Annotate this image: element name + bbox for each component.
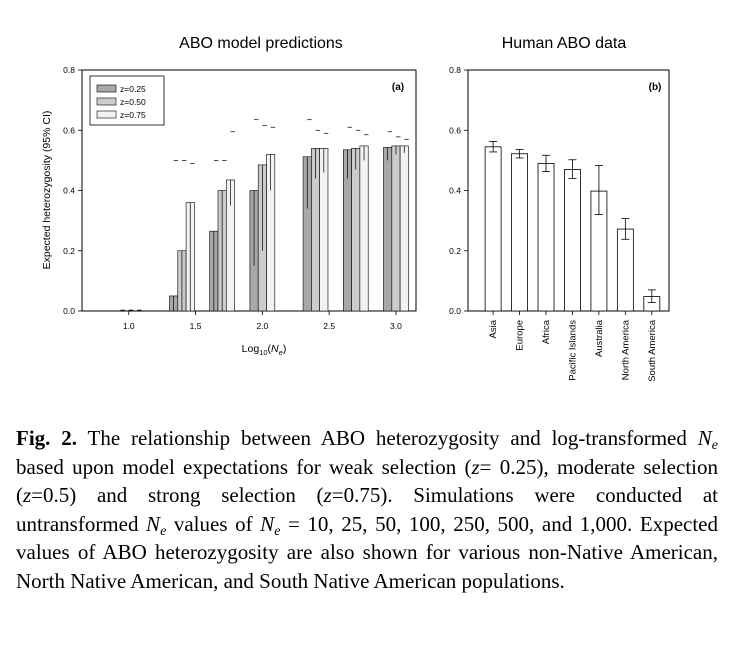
bar-north-america xyxy=(616,228,634,312)
panel-a-y-tick-label: 0.4 xyxy=(63,186,75,196)
x-label-n: N xyxy=(271,343,279,355)
panel-b-chart: Human ABO data (b) 0.0 0.2 0.4 0.6 0.8 Asia E… xyxy=(449,35,670,382)
figure-caption: Fig. 2. The relationship between ABO het… xyxy=(16,424,718,595)
category-label-north-america: North America xyxy=(620,319,631,380)
panel-a-x-tick-label: 2.0 xyxy=(256,321,268,331)
panel-b-label: (b) xyxy=(649,82,662,93)
caption-text-2: based upon model expectations for weak s… xyxy=(16,454,472,479)
category-label-south-america: South America xyxy=(647,319,658,381)
panel-b-y-tick-label: 0.6 xyxy=(449,125,461,135)
caption-text-6: values of xyxy=(166,511,261,536)
panel-a-y-axis-label: Expected heterozygosity (95% CI) xyxy=(41,111,53,270)
panel-b-y-tick-label: 0.8 xyxy=(449,65,461,75)
caption-z-1: z xyxy=(471,454,480,479)
legend-swatch-z050 xyxy=(96,97,117,106)
caption-z-3: z xyxy=(323,483,332,507)
caption-sub-e-3: e xyxy=(274,523,281,539)
panel-a-x-tick-label: 3.0 xyxy=(390,321,402,331)
legend-swatch-z075 xyxy=(96,110,117,119)
panel-a-y-tick-label: 0.8 xyxy=(63,65,75,75)
bar-z-0-75-ne-6 xyxy=(399,145,409,312)
panel-a-x-axis-label: Log10(Ne) xyxy=(242,343,287,357)
bar-z-0-50-ne-6 xyxy=(391,145,401,312)
x-label-sub-10: 10 xyxy=(259,348,267,357)
caption-z-2: z xyxy=(23,483,32,507)
legend-label-z025: z=0.25 xyxy=(120,84,146,94)
panel-a-title: ABO model predictions xyxy=(179,35,343,52)
bar-z-0-25-ne-6 xyxy=(383,147,393,312)
caption-text-7: = 10, 25, 50, 100, 250, 500, and 1,000. … xyxy=(16,511,718,593)
panel-a-x-tick-label: 2.5 xyxy=(323,321,335,331)
panel-a-y-tick-label: 0.6 xyxy=(63,125,75,135)
caption-text-5: =0.75). Simulations were conducted at un… xyxy=(16,483,718,536)
x-label-log: Log xyxy=(242,343,260,355)
bar-z-0-50-ne-5 xyxy=(351,148,361,312)
bar-z-0-75-ne-5 xyxy=(359,145,369,312)
panel-b-title: Human ABO data xyxy=(502,35,627,52)
panel-a-chart: ABO model predictions (a) 0.0 0.2 0.4 0.6 0.… xyxy=(41,35,417,357)
figure: ABO model predictions (a) 0.0 0.2 0.4 0.6 0.… xyxy=(41,35,670,382)
bar-europe xyxy=(511,153,528,312)
caption-fig-label: Fig. 2. xyxy=(16,426,78,450)
caption-text-3: = 0.25), moderate selection ( xyxy=(16,454,718,508)
bar-asia xyxy=(484,146,502,312)
panel-a-label: (a) xyxy=(392,82,404,93)
category-label-asia: Asia xyxy=(488,319,499,338)
category-label-africa: Africa xyxy=(541,319,552,344)
x-label-paren-close: ) xyxy=(283,343,287,355)
panel-a-legend: z=0.25 z=0.50 z=0.75 xyxy=(89,75,165,126)
bar-pacific-islands xyxy=(564,169,581,312)
panel-b-y-tick-label: 0.4 xyxy=(449,186,461,196)
panel-a-x-tick-label: 1.0 xyxy=(123,321,135,331)
bar-z-0-75-ne-4 xyxy=(319,148,329,312)
legend-swatch-z025 xyxy=(96,84,117,93)
panel-a-y-tick-label: 0.0 xyxy=(63,306,75,316)
caption-var-n-2: N xyxy=(146,511,161,536)
panel-b-y-tick-label: 0.0 xyxy=(449,306,461,316)
caption-sub-e-2: e xyxy=(160,523,167,539)
category-label-pacific-islands: Pacific Islands xyxy=(567,320,578,381)
caption-var-n-3: N xyxy=(260,511,275,536)
caption-text-4: =0.5) and strong selection ( xyxy=(31,483,324,507)
bar-africa xyxy=(537,162,555,312)
legend-label-z050: z=0.50 xyxy=(120,97,146,107)
legend-label-z075: z=0.75 xyxy=(120,110,146,120)
caption-sub-e-1: e xyxy=(711,438,718,453)
panel-b-y-tick-label: 0.2 xyxy=(449,246,461,256)
caption-text-1: The relationship between ABO heterozygos… xyxy=(77,426,698,450)
panel-a-x-tick-label: 1.5 xyxy=(190,321,202,331)
x-label-paren-open: ( xyxy=(268,343,272,355)
category-label-europe: Europe xyxy=(515,320,526,351)
panel-a-y-tick-label: 0.2 xyxy=(63,246,75,256)
caption-var-n-1: N xyxy=(697,426,712,450)
x-label-sub-e: e xyxy=(279,348,283,357)
category-label-australia: Australia xyxy=(594,319,605,357)
